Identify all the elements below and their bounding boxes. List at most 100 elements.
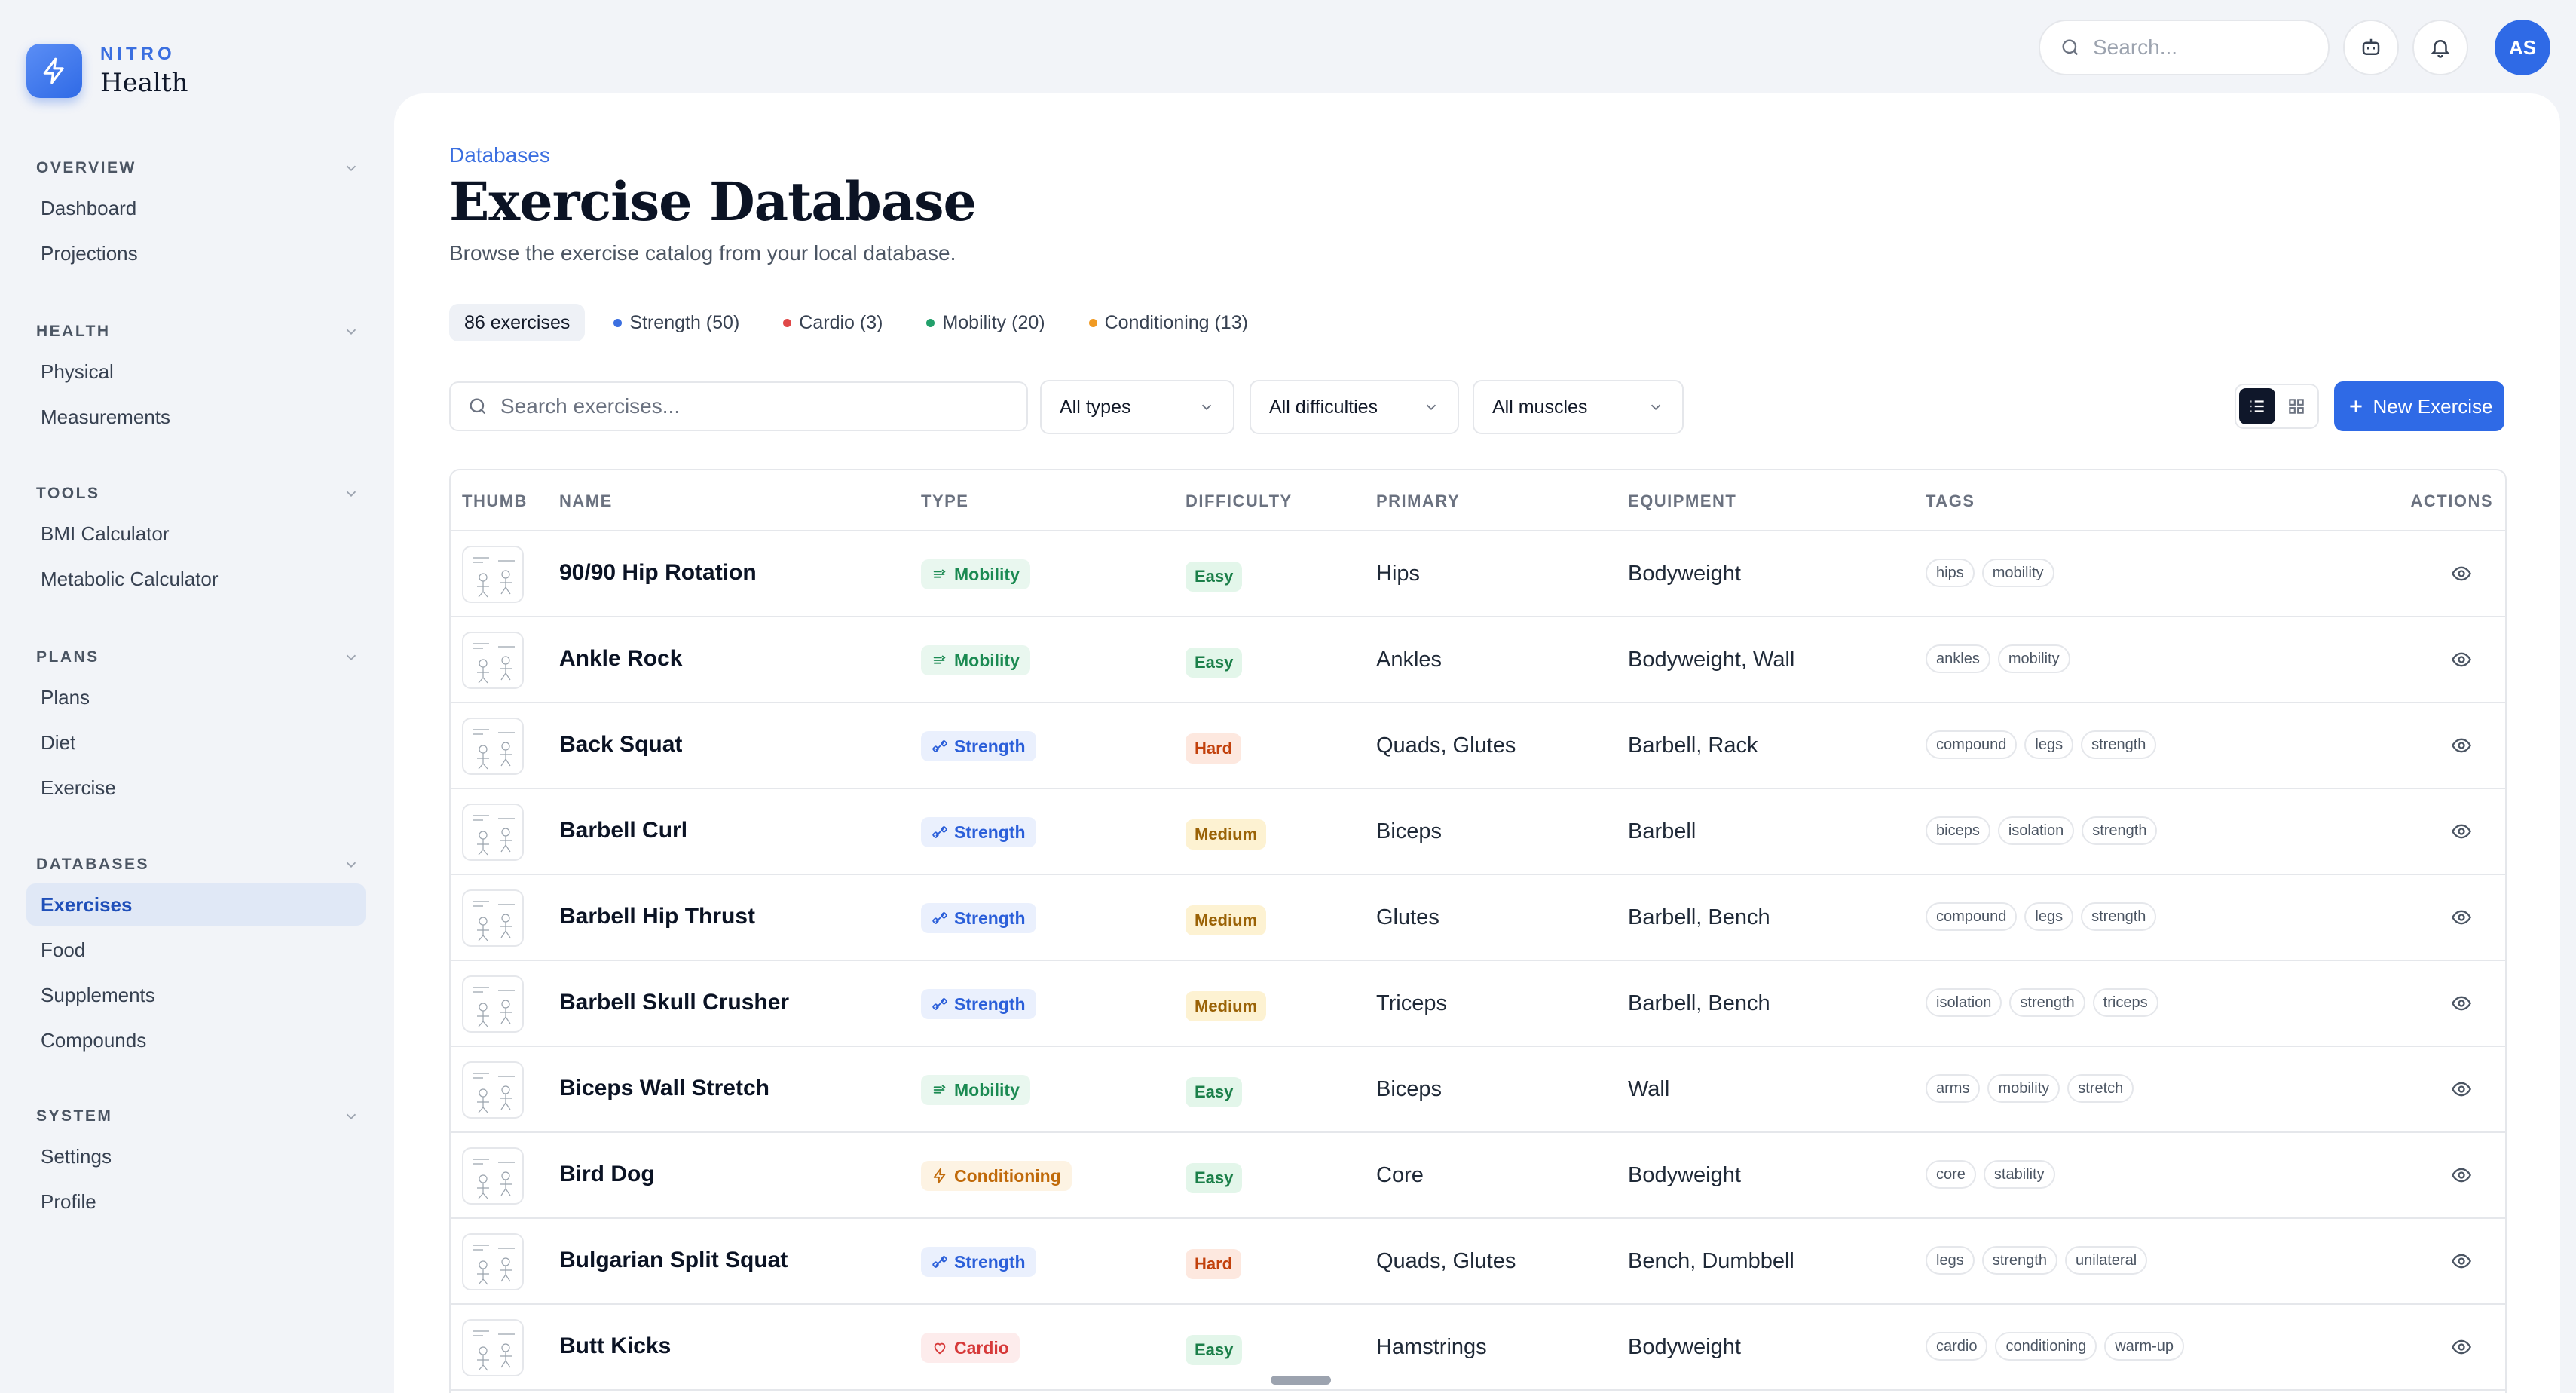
global-search-input[interactable]: Search... (2039, 20, 2330, 75)
sidebar-item-profile[interactable]: Profile (41, 1190, 96, 1213)
eye-icon[interactable] (2449, 563, 2474, 584)
equipment: Bodyweight (1628, 562, 1741, 586)
col-primary[interactable]: PRIMARY (1376, 491, 1461, 510)
muscles-select[interactable]: All muscles (1473, 380, 1684, 434)
nav-heading[interactable]: OVERVIEW (26, 157, 366, 179)
breadcrumb[interactable]: Databases (449, 143, 550, 167)
eye-icon[interactable] (2449, 1165, 2474, 1186)
tag: ankles (1926, 644, 1990, 673)
list-view-button[interactable] (2239, 388, 2275, 424)
difficulty-badge: Easy (1186, 1335, 1243, 1365)
exercise-name[interactable]: Biceps Wall Stretch (559, 1076, 769, 1101)
sidebar-item-metabolic-calculator[interactable]: Metabolic Calculator (41, 568, 219, 590)
eye-icon[interactable] (2449, 735, 2474, 756)
difficulty-badge: Medium (1186, 905, 1267, 935)
new-exercise-button[interactable]: New Exercise (2334, 381, 2504, 431)
sidebar-item-diet[interactable]: Diet (41, 731, 76, 754)
type-badge-label: Strength (954, 1251, 1026, 1272)
exercise-name[interactable]: Ankle Rock (559, 646, 683, 671)
grid-view-button[interactable] (2278, 388, 2314, 424)
summary-chip[interactable]: Mobility (20) (911, 304, 1060, 341)
summary-chip[interactable]: Conditioning (13) (1074, 304, 1263, 341)
exercise-search-input[interactable]: Search exercises... (449, 381, 1028, 431)
exercise-thumbnail[interactable] (462, 1147, 524, 1205)
col-name[interactable]: NAME (559, 491, 613, 510)
exercise-name[interactable]: Barbell Curl (559, 818, 688, 843)
exercise-thumbnail[interactable] (462, 889, 524, 947)
type-badge: Mobility (921, 645, 1030, 675)
table-row[interactable]: Bird Dog Conditioning Easy Core Bodyweight co… (451, 1133, 2505, 1219)
sidebar-item-settings[interactable]: Settings (41, 1145, 112, 1168)
exercise-name[interactable]: Barbell Hip Thrust (559, 904, 756, 929)
difficulty-badge: Hard (1186, 733, 1242, 764)
scroll-handle[interactable] (1271, 1376, 1331, 1385)
nav-heading[interactable]: SYSTEM (26, 1105, 366, 1128)
eye-icon[interactable] (2449, 1251, 2474, 1272)
exercise-name[interactable]: Bulgarian Split Squat (559, 1248, 788, 1272)
eye-icon[interactable] (2449, 821, 2474, 842)
tag: stability (1983, 1160, 2055, 1189)
tag: unilateral (2064, 1246, 2148, 1275)
eye-icon[interactable] (2449, 1336, 2474, 1358)
eye-icon[interactable] (2449, 1079, 2474, 1100)
nav-heading[interactable]: DATABASES (26, 853, 366, 876)
tag: mobility (1997, 644, 2070, 673)
sidebar-item-bmi-calculator[interactable]: BMI Calculator (41, 522, 170, 545)
type-select[interactable]: All types (1040, 380, 1234, 434)
brand-name: Health (100, 68, 188, 98)
sidebar-item-food[interactable]: Food (41, 938, 86, 961)
equipment: Barbell, Bench (1628, 905, 1770, 929)
sidebar-item-exercise[interactable]: Exercise (41, 776, 116, 799)
exercise-name[interactable]: Back Squat (559, 732, 683, 757)
sidebar-item-supplements[interactable]: Supplements (41, 984, 155, 1006)
exercise-thumbnail[interactable] (462, 1061, 524, 1119)
exercise-name[interactable]: Bird Dog (559, 1162, 655, 1186)
exercise-thumbnail[interactable] (462, 1319, 524, 1376)
nav-heading[interactable]: PLANS (26, 646, 366, 669)
exercise-name[interactable]: Barbell Skull Crusher (559, 990, 790, 1015)
table-row[interactable]: Butt Kicks Cardio Easy Hamstrings Bodyweight… (451, 1305, 2505, 1391)
exercise-thumbnail[interactable] (462, 718, 524, 775)
sidebar-item-compounds[interactable]: Compounds (41, 1029, 147, 1052)
exercise-thumbnail[interactable] (462, 975, 524, 1033)
sidebar-item-exercises[interactable]: Exercises (26, 883, 366, 926)
summary-chip[interactable]: Strength (50) (598, 304, 754, 341)
tag-list: compound legs strength (1926, 902, 2157, 931)
brand[interactable]: NITRO Health (26, 44, 188, 98)
table-row[interactable]: Barbell Skull Crusher Strength Medium Trice… (451, 961, 2505, 1047)
sidebar-item-physical[interactable]: Physical (41, 360, 114, 383)
table-row[interactable]: Biceps Wall Stretch Mobility Easy Biceps Wal… (451, 1047, 2505, 1133)
difficulty-select[interactable]: All difficulties (1250, 380, 1459, 434)
eye-icon[interactable] (2449, 907, 2474, 928)
summary-chip-label: Mobility (20) (942, 312, 1045, 333)
table-row[interactable]: Barbell Hip Thrust Strength Medium Glutes Ba… (451, 875, 2505, 961)
sidebar-item-measurements[interactable]: Measurements (41, 406, 170, 428)
col-equipment[interactable]: EQUIPMENT (1628, 491, 1737, 510)
summary-chip[interactable]: Cardio (3) (768, 304, 898, 341)
exercise-thumbnail[interactable] (462, 632, 524, 689)
robot-button[interactable] (2343, 20, 2399, 75)
sidebar-item-plans[interactable]: Plans (41, 686, 90, 709)
nav-heading[interactable]: TOOLS (26, 482, 366, 505)
eye-icon[interactable] (2449, 993, 2474, 1014)
exercise-thumbnail[interactable] (462, 1233, 524, 1290)
exercise-name[interactable]: Butt Kicks (559, 1333, 672, 1358)
sidebar-item-projections[interactable]: Projections (41, 242, 138, 265)
table-row[interactable]: Ankle Rock Mobility Easy Ankles Bodyweight, … (451, 617, 2505, 703)
table-row[interactable]: Back Squat Strength Hard Quads, Glutes Barbe… (451, 703, 2505, 789)
eye-icon[interactable] (2449, 649, 2474, 670)
mobility-icon (933, 1085, 946, 1094)
table-row[interactable]: Barbell Curl Strength Medium Biceps Barbell b… (451, 789, 2505, 875)
summary-chip[interactable]: 86 exercises (449, 304, 586, 341)
exercise-name[interactable]: 90/90 Hip Rotation (559, 560, 757, 585)
table-row[interactable]: Bulgarian Split Squat Strength Hard Quads, … (451, 1219, 2505, 1305)
nav-heading[interactable]: HEALTH (26, 320, 366, 343)
col-type[interactable]: TYPE (921, 491, 969, 510)
sidebar-item-dashboard[interactable]: Dashboard (41, 197, 137, 219)
avatar[interactable]: AS (2495, 20, 2550, 75)
exercise-thumbnail[interactable] (462, 804, 524, 861)
exercise-thumbnail[interactable] (462, 546, 524, 603)
table-row[interactable]: 90/90 Hip Rotation Mobility Easy Hips Bodywe… (451, 531, 2505, 617)
col-difficulty[interactable]: DIFFICULTY (1186, 491, 1293, 510)
notifications-button[interactable] (2412, 20, 2468, 75)
